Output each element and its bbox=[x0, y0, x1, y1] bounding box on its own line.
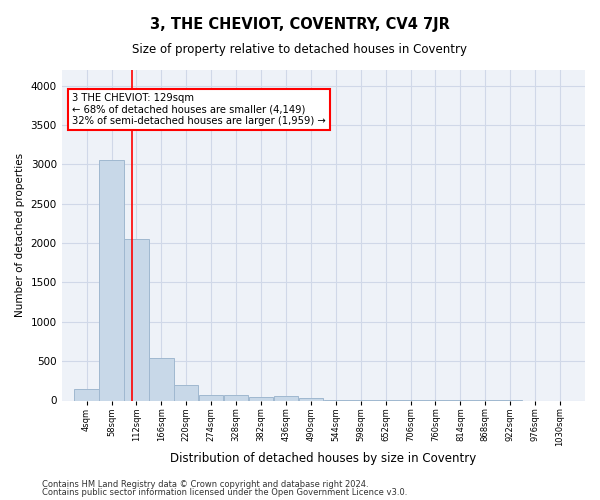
Bar bbox=[274, 396, 298, 400]
Bar bbox=[249, 396, 273, 400]
Bar bbox=[124, 239, 149, 400]
Text: Contains public sector information licensed under the Open Government Licence v3: Contains public sector information licen… bbox=[42, 488, 407, 497]
Bar bbox=[299, 398, 323, 400]
Bar bbox=[99, 160, 124, 400]
Text: Size of property relative to detached houses in Coventry: Size of property relative to detached ho… bbox=[133, 42, 467, 56]
X-axis label: Distribution of detached houses by size in Coventry: Distribution of detached houses by size … bbox=[170, 452, 476, 465]
Bar bbox=[149, 358, 173, 401]
Bar bbox=[174, 385, 199, 400]
Bar bbox=[74, 388, 99, 400]
Y-axis label: Number of detached properties: Number of detached properties bbox=[15, 153, 25, 318]
Bar bbox=[199, 394, 223, 400]
Text: 3, THE CHEVIOT, COVENTRY, CV4 7JR: 3, THE CHEVIOT, COVENTRY, CV4 7JR bbox=[150, 18, 450, 32]
Bar bbox=[224, 394, 248, 400]
Text: 3 THE CHEVIOT: 129sqm
← 68% of detached houses are smaller (4,149)
32% of semi-d: 3 THE CHEVIOT: 129sqm ← 68% of detached … bbox=[72, 93, 326, 126]
Text: Contains HM Land Registry data © Crown copyright and database right 2024.: Contains HM Land Registry data © Crown c… bbox=[42, 480, 368, 489]
